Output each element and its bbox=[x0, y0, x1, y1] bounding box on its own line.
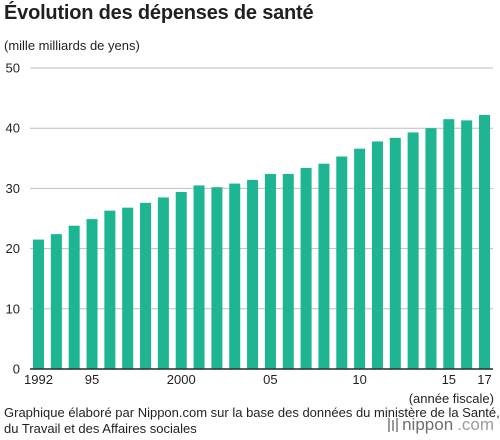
bar-2014 bbox=[425, 128, 437, 369]
chart-title: Évolution des dépenses de santé bbox=[4, 2, 314, 24]
y-tick-label: 0 bbox=[13, 362, 20, 377]
x-tick-label: 95 bbox=[85, 372, 99, 387]
bar-1993 bbox=[50, 234, 62, 369]
brand-logo: nippon .com bbox=[388, 415, 494, 435]
y-tick-label: 40 bbox=[6, 121, 20, 136]
y-tick-label: 10 bbox=[6, 301, 20, 316]
bar-2000 bbox=[175, 192, 187, 369]
y-tick-label: 30 bbox=[6, 181, 20, 196]
bar-1997 bbox=[122, 207, 134, 369]
x-tick-label: 10 bbox=[352, 372, 366, 387]
bar-2012 bbox=[389, 137, 401, 369]
bar-1994 bbox=[68, 225, 80, 369]
x-tick-label: 15 bbox=[442, 372, 456, 387]
y-tick-label: 20 bbox=[6, 241, 20, 256]
bar-2011 bbox=[371, 141, 383, 369]
bar-2006 bbox=[282, 173, 294, 369]
bar-2001 bbox=[193, 185, 205, 369]
y-tick-labels: 0 10 20 30 40 50 bbox=[6, 61, 20, 377]
y-axis-label: (mille milliards de yens) bbox=[4, 38, 140, 53]
bar-2005 bbox=[264, 173, 276, 369]
x-tick-label: 05 bbox=[263, 372, 277, 387]
bar-1999 bbox=[157, 197, 169, 369]
bar-2013 bbox=[407, 132, 419, 369]
brand-name: nippon bbox=[402, 415, 454, 434]
bar-1992 bbox=[33, 239, 44, 369]
gridlines bbox=[30, 67, 493, 370]
bar-2015 bbox=[443, 119, 455, 369]
x-tick-labels: 1992 95 2000 05 10 15 17 bbox=[24, 372, 492, 387]
bar-1995 bbox=[86, 219, 98, 369]
x-tick-label: 2000 bbox=[167, 372, 196, 387]
brand-mark-icon bbox=[388, 418, 399, 432]
bar-2003 bbox=[229, 183, 241, 369]
x-axis-label: (année fiscale) bbox=[408, 391, 494, 406]
bar-2008 bbox=[318, 163, 330, 369]
x-tick-label: 17 bbox=[477, 372, 491, 387]
bar-2004 bbox=[247, 179, 259, 369]
bar-1998 bbox=[140, 202, 152, 369]
bar-2016 bbox=[461, 120, 473, 370]
bar-2010 bbox=[354, 148, 366, 369]
bar-2017 bbox=[479, 114, 490, 370]
bar-2009 bbox=[336, 156, 348, 369]
x-tick-label: 1992 bbox=[24, 372, 53, 387]
brand-domain: .com bbox=[457, 415, 494, 434]
y-tick-label: 50 bbox=[6, 61, 20, 76]
bar-2007 bbox=[300, 167, 312, 369]
bars bbox=[33, 114, 490, 370]
bar-2002 bbox=[211, 187, 223, 369]
source-note: Graphique élaboré par Nippon.com sur la … bbox=[4, 405, 500, 436]
bar-1996 bbox=[104, 210, 116, 369]
